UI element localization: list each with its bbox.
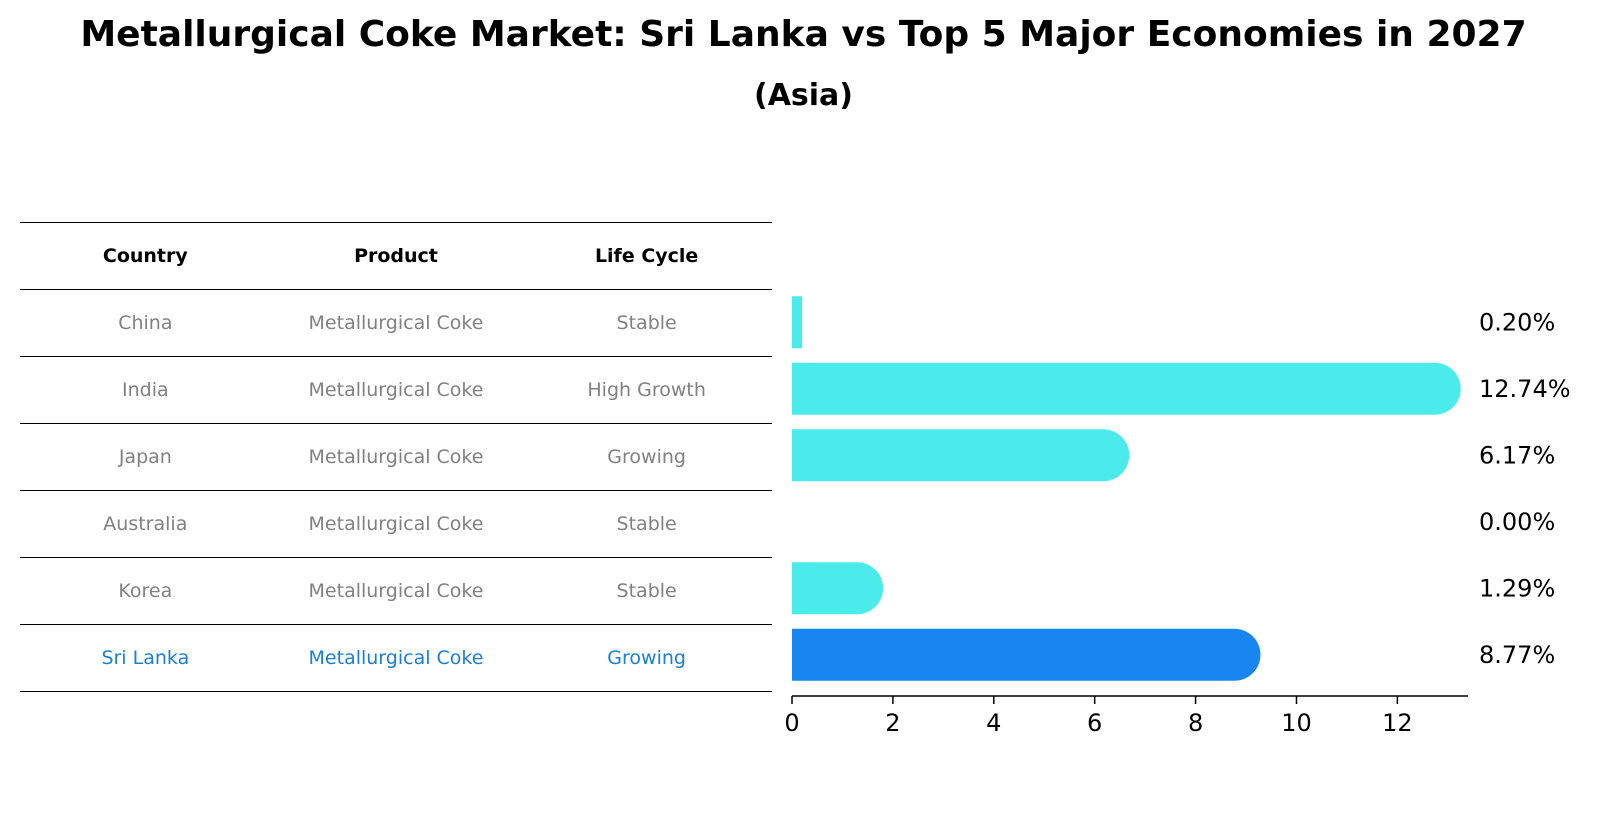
cell-country: Korea	[118, 580, 173, 602]
x-tick-label: 2	[885, 709, 900, 737]
bar-japan	[792, 429, 1130, 482]
header-life-cycle: Life Cycle	[594, 245, 699, 267]
cell-product: Metallurgical Coke	[308, 580, 484, 602]
cell-life-cycle: Growing	[607, 647, 686, 669]
chart-subtitle: (Asia)	[753, 78, 854, 113]
cell-product: Metallurgical Coke	[308, 379, 484, 401]
x-tick-label: 0	[784, 709, 799, 737]
table-row: India Metallurgical Coke High Growth	[20, 357, 772, 424]
cell-country: Sri Lanka	[101, 647, 190, 669]
cell-product: Metallurgical Coke	[308, 312, 484, 334]
value-label: 0.00%	[1479, 508, 1555, 536]
cell-country: India	[122, 379, 169, 401]
header-product: Product	[354, 245, 438, 267]
x-tick-label: 8	[1188, 709, 1203, 737]
cell-life-cycle: High Growth	[587, 379, 706, 401]
value-label: 6.17%	[1479, 441, 1555, 469]
bar-india	[792, 362, 1461, 415]
value-label: 12.74%	[1479, 375, 1571, 403]
table-row: Korea Metallurgical Coke Stable	[20, 558, 772, 625]
country-table: Country Product Life Cycle China Metallu…	[20, 222, 772, 692]
x-tick-label: 10	[1281, 709, 1312, 737]
table-row: Australia Metallurgical Coke Stable	[20, 491, 772, 558]
bar-china	[792, 296, 803, 349]
cell-life-cycle: Stable	[616, 513, 677, 535]
bar-sri-lanka	[792, 628, 1261, 681]
cell-product: Metallurgical Coke	[308, 513, 484, 535]
cell-country: China	[118, 312, 173, 334]
table-row: Japan Metallurgical Coke Growing	[20, 424, 772, 491]
x-tick-label: 4	[986, 709, 1001, 737]
table-header-row: Country Product Life Cycle	[20, 222, 772, 290]
cell-country: Australia	[103, 513, 188, 535]
x-tick-label: 12	[1382, 709, 1413, 737]
table-row-highlight: Sri Lanka Metallurgical Coke Growing	[20, 625, 772, 692]
cell-product: Metallurgical Coke	[308, 647, 484, 669]
value-label: 8.77%	[1479, 641, 1555, 669]
cell-country: Japan	[118, 446, 172, 468]
bar-korea	[792, 562, 884, 615]
value-label: 1.29%	[1479, 574, 1555, 602]
cell-life-cycle: Stable	[616, 580, 677, 602]
header-country: Country	[102, 245, 188, 267]
chart-title: Metallurgical Coke Market: Sri Lanka vs …	[80, 14, 1527, 55]
x-tick-label: 6	[1087, 709, 1102, 737]
cell-life-cycle: Growing	[607, 446, 686, 468]
value-label: 0.20%	[1479, 308, 1555, 336]
cell-product: Metallurgical Coke	[308, 446, 484, 468]
table-row: China Metallurgical Coke Stable	[20, 290, 772, 357]
cell-life-cycle: Stable	[616, 312, 677, 334]
